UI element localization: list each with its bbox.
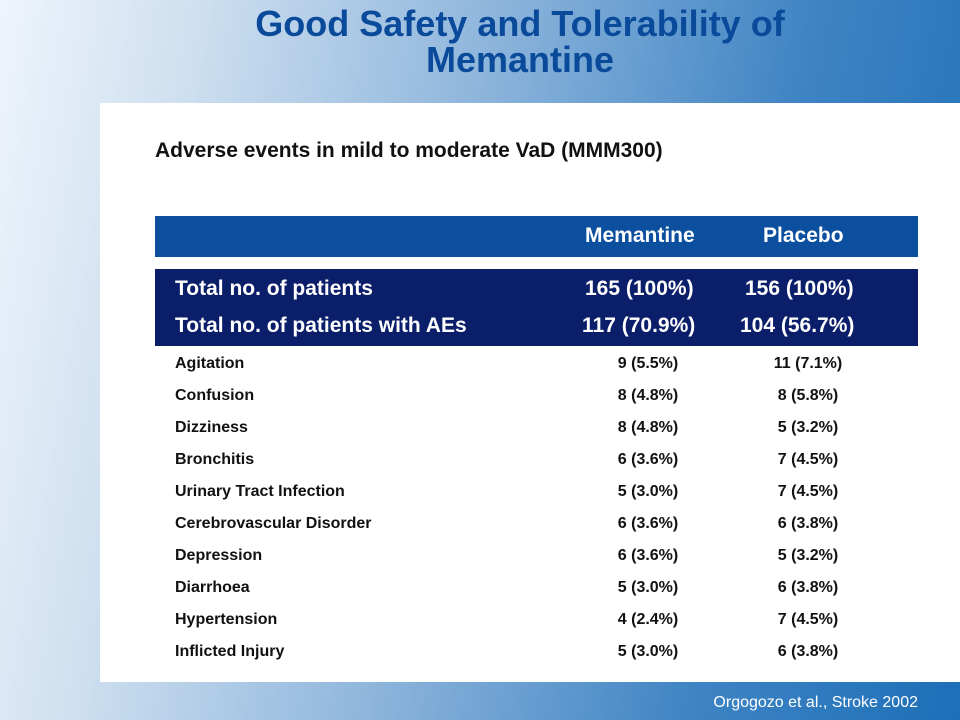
row-label: Inflicted Injury [175,643,285,660]
row-placebo: 7 (4.5%) [777,451,839,468]
total-placebo: 156 (100%) [745,277,854,300]
table-caption: Adverse events in mild to moderate VaD (… [155,139,663,162]
row-label: Urinary Tract Infection [175,483,345,500]
row-placebo: 7 (4.5%) [777,611,839,628]
total-label: Total no. of patients with AEs [175,314,467,337]
row-label: Hypertension [175,611,278,628]
row-memantine: 6 (3.6%) [617,515,679,532]
slide-title: Good Safety and Tolerability of Memantin… [100,6,940,78]
row-label: Agitation [175,355,245,372]
row-memantine: 6 (3.6%) [617,451,679,468]
row-label: Confusion [175,387,255,404]
row-memantine: 6 (3.6%) [617,547,679,564]
row-placebo: 7 (4.5%) [777,483,839,500]
total-label: Total no. of patients [175,277,373,300]
citation: Orgogozo et al., Stroke 2002 [713,694,918,711]
title-line-2: Memantine [425,39,615,80]
row-memantine: 8 (4.8%) [617,387,679,404]
row-label: Bronchitis [175,451,255,468]
total-memantine: 165 (100%) [585,277,694,300]
row-memantine: 9 (5.5%) [617,355,679,372]
row-placebo: 11 (7.1%) [773,355,843,372]
row-placebo: 8 (5.8%) [777,387,839,404]
row-label: Dizziness [175,419,248,436]
title-line-1: Good Safety and Tolerability of [255,3,785,44]
header-memantine: Memantine [585,224,695,247]
total-placebo: 104 (56.7%) [740,314,855,337]
row-label: Depression [175,547,263,564]
row-placebo: 6 (3.8%) [777,643,839,660]
row-memantine: 5 (3.0%) [617,483,679,500]
row-memantine: 8 (4.8%) [617,419,679,436]
row-memantine: 4 (2.4%) [617,611,679,628]
total-memantine: 117 (70.9%) [582,314,696,337]
row-placebo: 6 (3.8%) [777,515,839,532]
content-panel [100,103,960,682]
row-placebo: 5 (3.2%) [777,419,839,436]
header-placebo: Placebo [763,224,844,247]
row-memantine: 5 (3.0%) [617,643,679,660]
row-label: Diarrhoea [175,579,250,596]
row-placebo: 5 (3.2%) [777,547,839,564]
row-placebo: 6 (3.8%) [777,579,839,596]
totals-bar [155,269,918,346]
table-header-bar [155,216,918,257]
row-label: Cerebrovascular Disorder [175,515,372,532]
row-memantine: 5 (3.0%) [617,579,679,596]
